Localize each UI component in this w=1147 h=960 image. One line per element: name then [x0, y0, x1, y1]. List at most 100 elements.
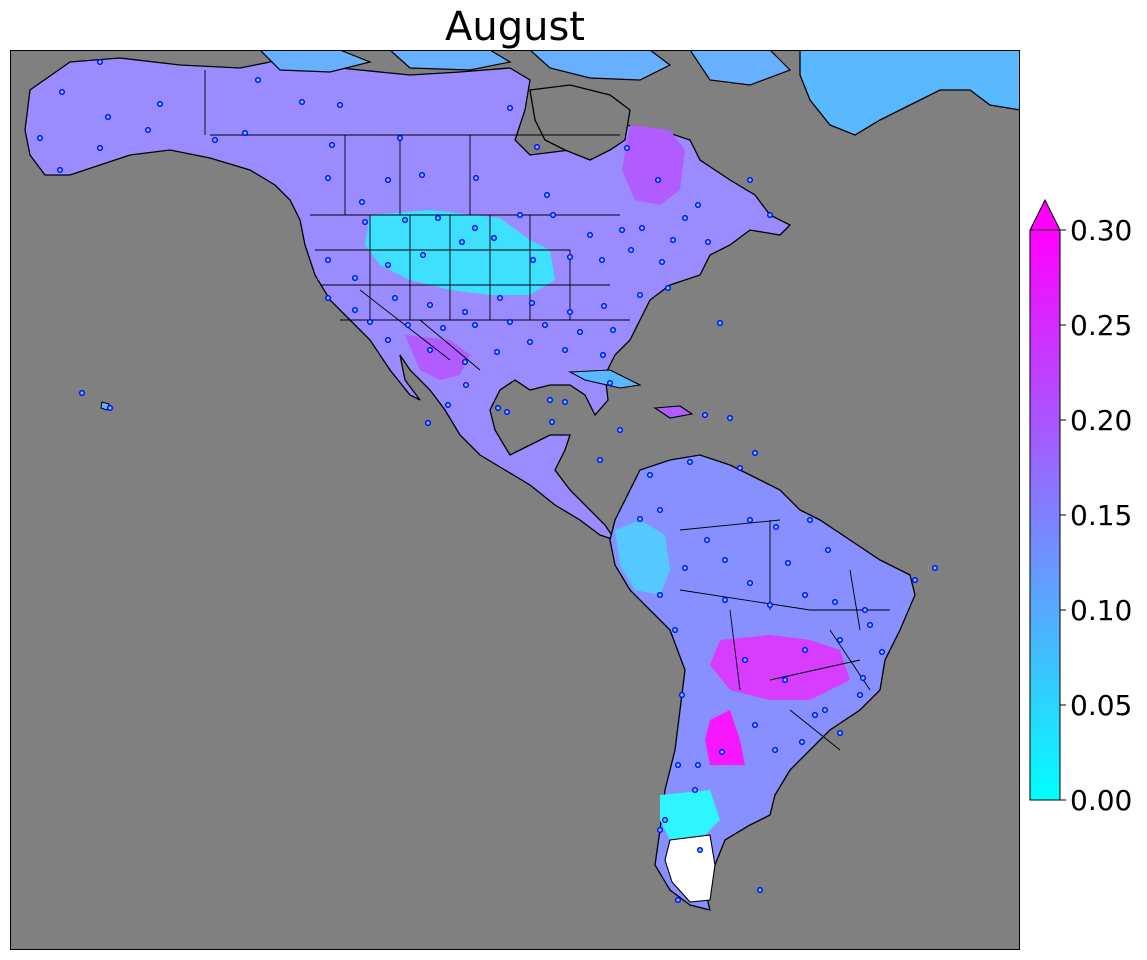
map-canvas[interactable]	[10, 50, 1020, 950]
station-marker	[440, 325, 447, 332]
station-marker	[782, 677, 789, 684]
station-marker	[832, 599, 839, 606]
station-marker	[367, 319, 374, 326]
station-marker	[497, 294, 504, 301]
land-northwest-argentina	[705, 710, 745, 765]
colorbar-gradient	[1029, 229, 1061, 801]
station-marker	[57, 166, 64, 173]
station-marker	[837, 637, 844, 644]
station-marker	[679, 692, 686, 699]
station-marker	[695, 762, 702, 769]
station-marker	[670, 236, 677, 243]
station-marker	[619, 226, 626, 233]
station-marker	[659, 258, 666, 265]
station-marker	[507, 319, 514, 326]
station-marker	[527, 339, 534, 346]
station-marker	[495, 405, 502, 412]
station-marker	[144, 126, 151, 133]
station-marker	[534, 143, 541, 150]
station-marker	[657, 827, 664, 834]
station-marker	[672, 627, 679, 634]
station-marker	[637, 291, 644, 298]
station-marker	[624, 144, 631, 151]
station-marker	[462, 309, 469, 316]
station-marker	[385, 176, 392, 183]
station-marker	[702, 412, 709, 419]
station-marker	[727, 415, 734, 422]
station-marker	[601, 302, 608, 309]
station-marker	[610, 327, 617, 334]
station-marker	[695, 201, 702, 208]
station-marker	[359, 198, 366, 205]
station-marker	[445, 402, 452, 409]
station-marker	[517, 211, 524, 218]
station-marker	[825, 547, 832, 554]
station-markers	[37, 58, 939, 904]
colorbar-tick-label: 0.05	[1070, 689, 1132, 722]
station-marker	[772, 747, 779, 754]
station-marker	[662, 817, 669, 824]
station-marker	[639, 224, 646, 231]
colorbar-tick-label: 0.15	[1070, 499, 1132, 532]
land-tierra-del-fuego	[664, 834, 716, 903]
station-marker	[325, 256, 332, 263]
station-marker	[799, 739, 806, 746]
station-marker	[156, 101, 163, 108]
station-marker	[472, 224, 479, 231]
colorbar-tick-label: 0.10	[1070, 594, 1132, 627]
station-marker	[472, 322, 479, 329]
station-marker	[657, 592, 664, 599]
station-marker	[675, 762, 682, 769]
station-marker	[812, 712, 819, 719]
colorbar-tick-label: 0.00	[1070, 784, 1132, 815]
station-marker	[473, 174, 480, 181]
station-marker	[567, 309, 574, 316]
station-marker	[529, 299, 536, 306]
station-marker	[550, 211, 557, 218]
station-marker	[547, 397, 554, 404]
station-marker	[549, 419, 556, 426]
colorbar-tick-label: 0.25	[1070, 309, 1132, 342]
station-marker	[704, 537, 711, 544]
station-marker	[254, 77, 261, 84]
land-central-brazil	[710, 635, 850, 700]
station-marker	[462, 359, 469, 366]
station-marker	[682, 214, 689, 221]
station-marker	[96, 58, 103, 65]
station-marker	[802, 592, 809, 599]
station-marker	[687, 459, 694, 466]
station-marker	[337, 102, 344, 109]
colorbar: 0.00 0.05 0.10 0.15 0.20 0.25 0.30	[1029, 198, 1132, 815]
station-marker	[637, 516, 644, 523]
station-marker	[397, 134, 404, 141]
station-marker	[78, 390, 85, 397]
station-marker	[747, 176, 754, 183]
land-greenland	[799, 50, 1020, 136]
land-arctic-islands	[259, 50, 792, 86]
station-marker	[530, 256, 537, 263]
colorbar-extend-arrow	[1029, 198, 1061, 231]
station-marker	[655, 176, 662, 183]
station-marker	[932, 565, 939, 572]
station-marker	[241, 129, 248, 136]
land-mexico-west	[405, 335, 470, 380]
station-marker	[544, 191, 551, 198]
station-marker	[463, 382, 470, 389]
station-marker	[362, 218, 369, 225]
station-marker	[385, 261, 392, 268]
land-colombia-peru	[615, 520, 670, 595]
station-marker	[837, 730, 844, 737]
station-marker	[879, 649, 886, 656]
station-marker	[37, 134, 44, 141]
station-marker	[665, 284, 672, 291]
station-marker	[802, 647, 809, 654]
station-marker	[628, 246, 635, 253]
station-marker	[682, 565, 689, 572]
land-hispaniola	[653, 405, 694, 419]
colorbar-ticks: 0.00 0.05 0.10 0.15 0.20 0.25 0.30	[1060, 214, 1132, 815]
station-marker	[106, 405, 113, 412]
station-marker	[491, 234, 498, 241]
station-marker	[822, 707, 829, 714]
hudson-bay	[529, 84, 631, 161]
station-marker	[773, 524, 780, 531]
